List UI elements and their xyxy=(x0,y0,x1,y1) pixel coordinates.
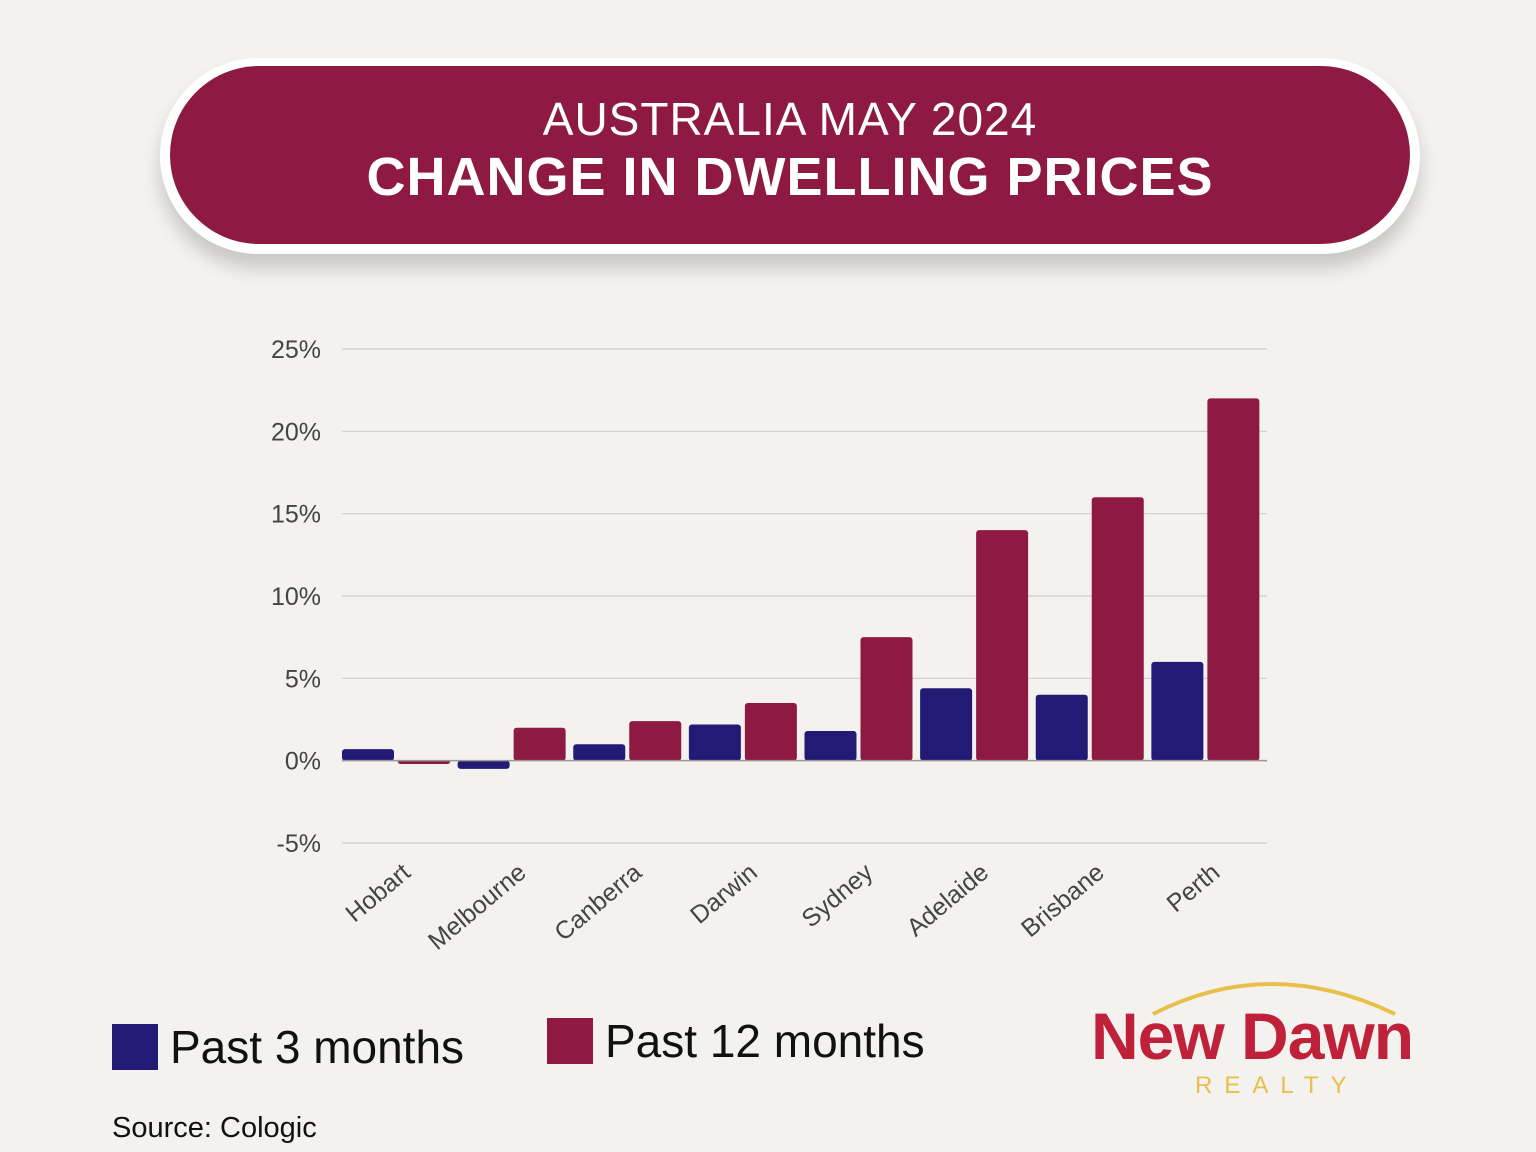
bar-adelaide-0 xyxy=(920,688,973,761)
bar-canberra-1 xyxy=(629,721,682,761)
x-tick-label: Canberra xyxy=(549,858,647,947)
bar-canberra-0 xyxy=(573,744,626,761)
y-tick-label: 20% xyxy=(271,418,321,446)
legend-label: Past 12 months xyxy=(605,1015,925,1067)
y-tick-label: 5% xyxy=(285,665,321,693)
x-tick-label: Adelaide xyxy=(901,858,994,942)
bar-darwin-0 xyxy=(688,724,741,761)
bar-sydney-0 xyxy=(804,731,857,761)
new-dawn-logo: New Dawn REALTY xyxy=(1085,972,1455,1112)
bar-brisbane-1 xyxy=(1091,497,1144,761)
chart-subtitle: AUSTRALIA MAY 2024 xyxy=(542,93,1038,145)
y-tick-label: 15% xyxy=(271,501,321,529)
x-tick-label: Sydney xyxy=(796,858,878,933)
bar-melbourne-1 xyxy=(513,727,566,761)
bar-darwin-1 xyxy=(744,703,797,761)
bar-hobart-0 xyxy=(342,749,394,761)
legend-label: Past 3 months xyxy=(170,1021,465,1073)
bar-brisbane-0 xyxy=(1035,694,1088,761)
bar-perth-1 xyxy=(1207,398,1260,761)
x-tick-label: Darwin xyxy=(685,858,763,929)
y-tick-label: 0% xyxy=(285,748,321,776)
logo-arc-icon xyxy=(1152,982,1396,1016)
legend-item-12-months: Past 12 months xyxy=(547,1014,925,1068)
legend-swatch xyxy=(112,1024,158,1070)
logo-tagline: REALTY xyxy=(1195,1072,1359,1099)
x-tick-label: Perth xyxy=(1161,858,1225,918)
x-tick-label: Brisbane xyxy=(1016,858,1110,943)
y-tick-label: 10% xyxy=(271,583,321,611)
y-tick-label: -5% xyxy=(277,830,321,858)
legend-swatch xyxy=(547,1018,593,1064)
title-banner: AUSTRALIA MAY 2024 CHANGE IN DWELLING PR… xyxy=(170,66,1410,244)
x-tick-label: Melbourne xyxy=(423,858,531,955)
legend-item-3-months: Past 3 months xyxy=(112,1020,464,1074)
chart-title: CHANGE IN DWELLING PRICES xyxy=(366,147,1214,207)
y-tick-label: 25% xyxy=(271,336,321,364)
bar-adelaide-1 xyxy=(976,530,1029,761)
source-note: Source: Cologic xyxy=(112,1112,317,1144)
bar-perth-0 xyxy=(1151,661,1204,761)
logo-name: New Dawn xyxy=(1091,999,1414,1073)
bar-melbourne-0 xyxy=(457,760,510,769)
bar-hobart-1 xyxy=(398,760,450,764)
x-tick-label: Hobart xyxy=(340,858,416,928)
bar-sydney-1 xyxy=(860,637,913,761)
